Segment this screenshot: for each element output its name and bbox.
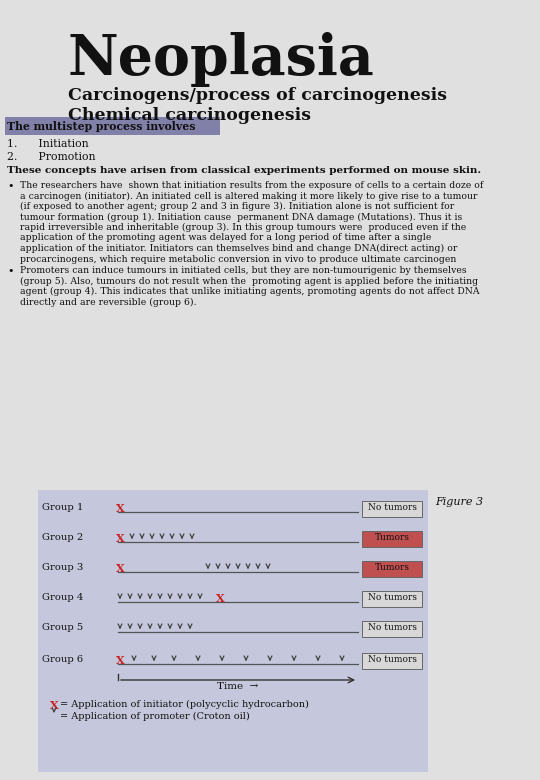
Text: tumour formation (group 1). Initiation cause  permanent DNA damage (Mutations). : tumour formation (group 1). Initiation c…: [20, 212, 462, 222]
Text: = Application of initiator (polycyclic hydrocarbon): = Application of initiator (polycyclic h…: [60, 700, 309, 709]
Text: Group 3: Group 3: [42, 563, 83, 573]
Text: Group 2: Group 2: [42, 534, 83, 543]
Text: Neoplasia: Neoplasia: [68, 32, 375, 87]
Text: Group 5: Group 5: [42, 623, 83, 633]
Bar: [362, 561, 422, 577]
Text: Tumors: Tumors: [375, 534, 409, 543]
Text: •: •: [7, 181, 14, 191]
Text: Time  →: Time →: [217, 682, 259, 691]
Bar: [38, 490, 428, 772]
Text: X: X: [50, 700, 59, 711]
Text: The multistep process involves: The multistep process involves: [7, 120, 195, 132]
Bar: [362, 621, 422, 637]
Text: X: X: [215, 593, 224, 604]
Text: application of the promoting agent was delayed for a long period of time after a: application of the promoting agent was d…: [20, 233, 431, 243]
Text: Chemical carcinogenesis: Chemical carcinogenesis: [68, 107, 311, 124]
Text: Tumors: Tumors: [375, 563, 409, 573]
Bar: [362, 501, 422, 517]
Text: Group 1: Group 1: [42, 504, 83, 512]
Text: directly and are reversible (group 6).: directly and are reversible (group 6).: [20, 297, 197, 307]
Text: •: •: [7, 266, 14, 276]
Text: Promoters can induce tumours in initiated cells, but they are non-tumourigenic b: Promoters can induce tumours in initiate…: [20, 266, 467, 275]
Text: Group 6: Group 6: [42, 655, 83, 665]
Text: X: X: [116, 562, 124, 573]
Text: procarcinogens, which require metabolic conversion in vivo to produce ultimate c: procarcinogens, which require metabolic …: [20, 254, 456, 264]
Text: No tumors: No tumors: [368, 504, 416, 512]
Text: These concepts have arisen from classical experiments performed on mouse skin.: These concepts have arisen from classica…: [7, 166, 481, 175]
Text: The researchers have  shown that initiation results from the exposure of cells t: The researchers have shown that initiati…: [20, 181, 483, 190]
Text: No tumors: No tumors: [368, 623, 416, 633]
Text: Group 4: Group 4: [42, 594, 83, 602]
Text: 1.      Initiation: 1. Initiation: [7, 139, 89, 149]
Text: Carcinogens/process of carcinogenesis: Carcinogens/process of carcinogenesis: [68, 87, 447, 104]
Text: agent (group 4). This indicates that unlike initiating agents, promoting agents : agent (group 4). This indicates that unl…: [20, 287, 480, 296]
Text: rapid irreversible and inheritable (group 3). In this group tumours were  produc: rapid irreversible and inheritable (grou…: [20, 223, 466, 232]
Text: (group 5). Also, tumours do not result when the  promoting agent is applied befo: (group 5). Also, tumours do not result w…: [20, 276, 478, 285]
Bar: [362, 653, 422, 669]
Text: 2.      Promotion: 2. Promotion: [7, 152, 96, 162]
Text: = Application of promoter (Croton oil): = Application of promoter (Croton oil): [60, 712, 249, 722]
Text: X: X: [116, 502, 124, 513]
Text: X: X: [116, 533, 124, 544]
Text: (if exposed to another agent; group 2 and 3 in figure 3). Initiation alone is no: (if exposed to another agent; group 2 an…: [20, 202, 454, 211]
Text: Figure 3: Figure 3: [435, 497, 483, 507]
Text: application of the initiator. Initiators can themselves bind and change DNA(dire: application of the initiator. Initiators…: [20, 244, 457, 254]
Text: X: X: [116, 654, 124, 665]
Bar: [5, 117, 220, 135]
Bar: [362, 531, 422, 547]
Text: No tumors: No tumors: [368, 594, 416, 602]
Text: a carcinogen (initiator). An initiated cell is altered making it more likely to : a carcinogen (initiator). An initiated c…: [20, 192, 477, 200]
Bar: [362, 591, 422, 607]
Text: No tumors: No tumors: [368, 655, 416, 665]
